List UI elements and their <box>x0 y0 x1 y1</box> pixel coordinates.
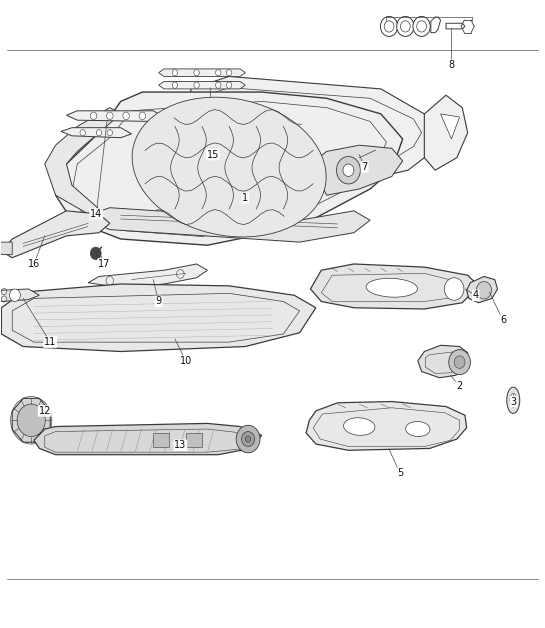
Circle shape <box>245 436 251 442</box>
Polygon shape <box>0 289 39 301</box>
Circle shape <box>107 112 113 119</box>
Polygon shape <box>180 77 435 176</box>
Polygon shape <box>311 264 479 309</box>
Polygon shape <box>425 95 468 170</box>
Circle shape <box>17 404 45 436</box>
Circle shape <box>172 70 178 76</box>
Polygon shape <box>0 242 12 254</box>
Ellipse shape <box>405 421 430 436</box>
Circle shape <box>226 82 232 89</box>
Polygon shape <box>306 401 467 450</box>
Circle shape <box>384 21 394 32</box>
Circle shape <box>449 350 470 375</box>
Polygon shape <box>159 69 245 77</box>
Circle shape <box>216 82 221 89</box>
Circle shape <box>90 247 101 259</box>
Polygon shape <box>83 208 370 242</box>
Circle shape <box>380 16 398 36</box>
Text: 14: 14 <box>90 209 102 219</box>
Ellipse shape <box>343 418 375 435</box>
Polygon shape <box>431 17 440 33</box>
Polygon shape <box>467 276 498 303</box>
Text: 2: 2 <box>457 381 463 391</box>
Text: 9: 9 <box>155 296 162 306</box>
Circle shape <box>241 431 255 447</box>
Polygon shape <box>56 92 403 245</box>
Circle shape <box>107 129 113 136</box>
Polygon shape <box>2 211 110 257</box>
Polygon shape <box>311 145 403 195</box>
Polygon shape <box>418 345 468 378</box>
Text: 3: 3 <box>511 396 517 406</box>
Circle shape <box>123 112 129 119</box>
Polygon shape <box>446 23 465 29</box>
Polygon shape <box>2 284 316 352</box>
Circle shape <box>444 278 464 300</box>
Polygon shape <box>34 423 262 455</box>
Ellipse shape <box>366 278 417 297</box>
Polygon shape <box>153 433 169 447</box>
Ellipse shape <box>510 393 517 407</box>
Text: 11: 11 <box>44 337 56 347</box>
Circle shape <box>236 425 260 453</box>
Circle shape <box>172 82 178 89</box>
Circle shape <box>235 104 244 114</box>
Text: 6: 6 <box>500 315 506 325</box>
Polygon shape <box>45 107 120 227</box>
Polygon shape <box>440 114 459 139</box>
Text: 13: 13 <box>174 440 186 450</box>
Circle shape <box>226 70 232 76</box>
Polygon shape <box>186 433 202 447</box>
Text: 12: 12 <box>39 406 51 416</box>
Circle shape <box>401 21 410 32</box>
Circle shape <box>194 82 199 89</box>
Circle shape <box>413 16 431 36</box>
Circle shape <box>454 356 465 369</box>
Text: 10: 10 <box>180 356 192 366</box>
Text: 15: 15 <box>207 149 219 160</box>
Circle shape <box>96 129 102 136</box>
Text: 4: 4 <box>473 290 479 300</box>
Text: 1: 1 <box>243 193 249 203</box>
Polygon shape <box>159 82 245 89</box>
Circle shape <box>343 164 354 176</box>
Text: 16: 16 <box>28 259 40 269</box>
Circle shape <box>397 16 414 36</box>
Text: 17: 17 <box>98 259 111 269</box>
Ellipse shape <box>507 387 520 413</box>
Text: 5: 5 <box>397 468 403 479</box>
Circle shape <box>80 129 86 136</box>
Ellipse shape <box>132 97 326 237</box>
Circle shape <box>194 70 199 76</box>
Circle shape <box>214 107 222 117</box>
Text: 8: 8 <box>449 60 455 70</box>
Text: 7: 7 <box>361 162 368 172</box>
Circle shape <box>90 112 97 119</box>
Polygon shape <box>61 127 131 138</box>
Circle shape <box>9 289 20 301</box>
Circle shape <box>216 70 221 76</box>
Circle shape <box>257 107 266 117</box>
Polygon shape <box>66 111 164 121</box>
Polygon shape <box>12 398 50 442</box>
Circle shape <box>139 112 146 119</box>
Circle shape <box>417 21 427 32</box>
Circle shape <box>192 118 201 128</box>
Circle shape <box>336 156 360 184</box>
Circle shape <box>476 281 492 299</box>
Polygon shape <box>88 264 208 288</box>
